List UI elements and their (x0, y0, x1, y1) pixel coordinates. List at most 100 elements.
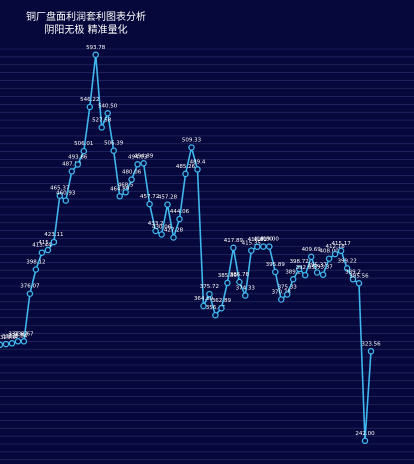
data-point (236, 278, 243, 286)
data-label: 417.89 (224, 238, 244, 244)
data-label: 385.89 (218, 273, 238, 279)
data-label: 487.58 (62, 161, 82, 167)
data-point (194, 166, 201, 173)
data-point (74, 161, 82, 168)
data-point (361, 437, 369, 445)
data-label: 412.18 (325, 244, 345, 250)
data-label: 399.22 (337, 258, 356, 264)
data-point (367, 348, 375, 355)
data-point (170, 234, 177, 241)
data-label: 375.33 (278, 285, 298, 291)
data-point (200, 302, 207, 310)
data-label: 330.2 (2, 334, 18, 340)
data-point (32, 266, 40, 273)
data-point (8, 340, 16, 347)
data-point (182, 170, 189, 178)
data-label: 376.07 (20, 284, 40, 290)
data-label: 444.06 (170, 209, 190, 215)
data-label: 493.86 (68, 155, 88, 161)
data-label: 385.56 (349, 273, 369, 279)
data-label: 329.5 (0, 335, 16, 341)
chart-subtitle: 阴阳无极 精准量化 (44, 25, 128, 36)
data-label: 546.22 (80, 97, 99, 103)
data-point (277, 296, 285, 303)
data-label: 423.11 (44, 232, 63, 238)
data-point (242, 292, 249, 299)
data-label: 489.4 (190, 159, 206, 165)
data-point (116, 193, 123, 200)
data-label: 457.72 (140, 194, 159, 200)
data-point (307, 253, 315, 261)
data-label: 480.06 (122, 170, 142, 176)
data-label: 419.00 (260, 237, 280, 243)
chart-title: 铜厂盘面利润套利图表分析 (26, 12, 146, 23)
data-point (14, 338, 22, 345)
data-point (283, 291, 291, 298)
data-point (80, 147, 88, 155)
data-point (301, 271, 309, 279)
data-point (26, 290, 34, 297)
data-label: 332.67 (14, 331, 34, 337)
data-label: 415.85 (38, 240, 58, 246)
data-point (343, 265, 351, 272)
data-label: 415.35 (242, 241, 262, 247)
data-label: 332.67 (8, 331, 28, 337)
data-label: 398.12 (26, 260, 45, 266)
data-label: 468.5 (118, 182, 134, 188)
data-label: 323.56 (361, 341, 381, 347)
data-point (337, 247, 345, 255)
data-point (50, 238, 58, 246)
data-point (92, 51, 99, 59)
data-label: 509.33 (182, 138, 202, 144)
data-point (104, 110, 111, 117)
data-point (355, 280, 363, 287)
data-point (152, 227, 159, 235)
data-point (218, 304, 225, 312)
data-point (325, 255, 333, 262)
data-label: 408.00 (319, 249, 339, 255)
data-point (98, 124, 105, 131)
data-label: 356.47 (206, 305, 226, 311)
data-label: 395.89 (266, 262, 286, 268)
data-point (68, 168, 76, 175)
data-point (254, 243, 261, 251)
data-point (158, 231, 165, 238)
data-point (146, 200, 153, 208)
data-point (38, 249, 46, 256)
data-point (110, 147, 117, 154)
data-label: 330.84 (8, 333, 28, 339)
data-point (62, 197, 70, 204)
data-label: 494.89 (134, 153, 154, 159)
data-point (164, 201, 171, 208)
data-label: 389.2 (345, 269, 361, 275)
data-label: 392.95 (296, 265, 316, 271)
data-label: 409.69 (302, 247, 322, 253)
data-label: 433.2 (148, 221, 164, 227)
data-label: 506.39 (104, 141, 124, 147)
data-point (0, 341, 4, 349)
data-point (140, 160, 147, 167)
data-point (248, 247, 255, 254)
data-point (122, 189, 129, 196)
data-label: 419.00 (254, 237, 274, 243)
data-label: 393.37 (313, 265, 333, 271)
data-label: 418.81 (248, 237, 267, 243)
data-label: 593.78 (86, 45, 106, 51)
data-point (230, 244, 237, 252)
data-label: 430.06 (152, 225, 172, 231)
data-point (349, 276, 357, 283)
data-label: 395.37 (307, 263, 327, 269)
data-point (289, 276, 297, 283)
data-point (2, 340, 10, 348)
data-point (86, 103, 94, 111)
data-point (128, 176, 135, 183)
data-point (134, 161, 141, 168)
data-label: 413.44 (32, 243, 52, 249)
data-point (266, 243, 273, 250)
data-label: 370.78 (272, 290, 292, 296)
data-label: 464.89 (110, 186, 130, 192)
data-point (260, 243, 267, 250)
data-point (20, 338, 28, 345)
data-label: 465.37 (50, 186, 70, 192)
